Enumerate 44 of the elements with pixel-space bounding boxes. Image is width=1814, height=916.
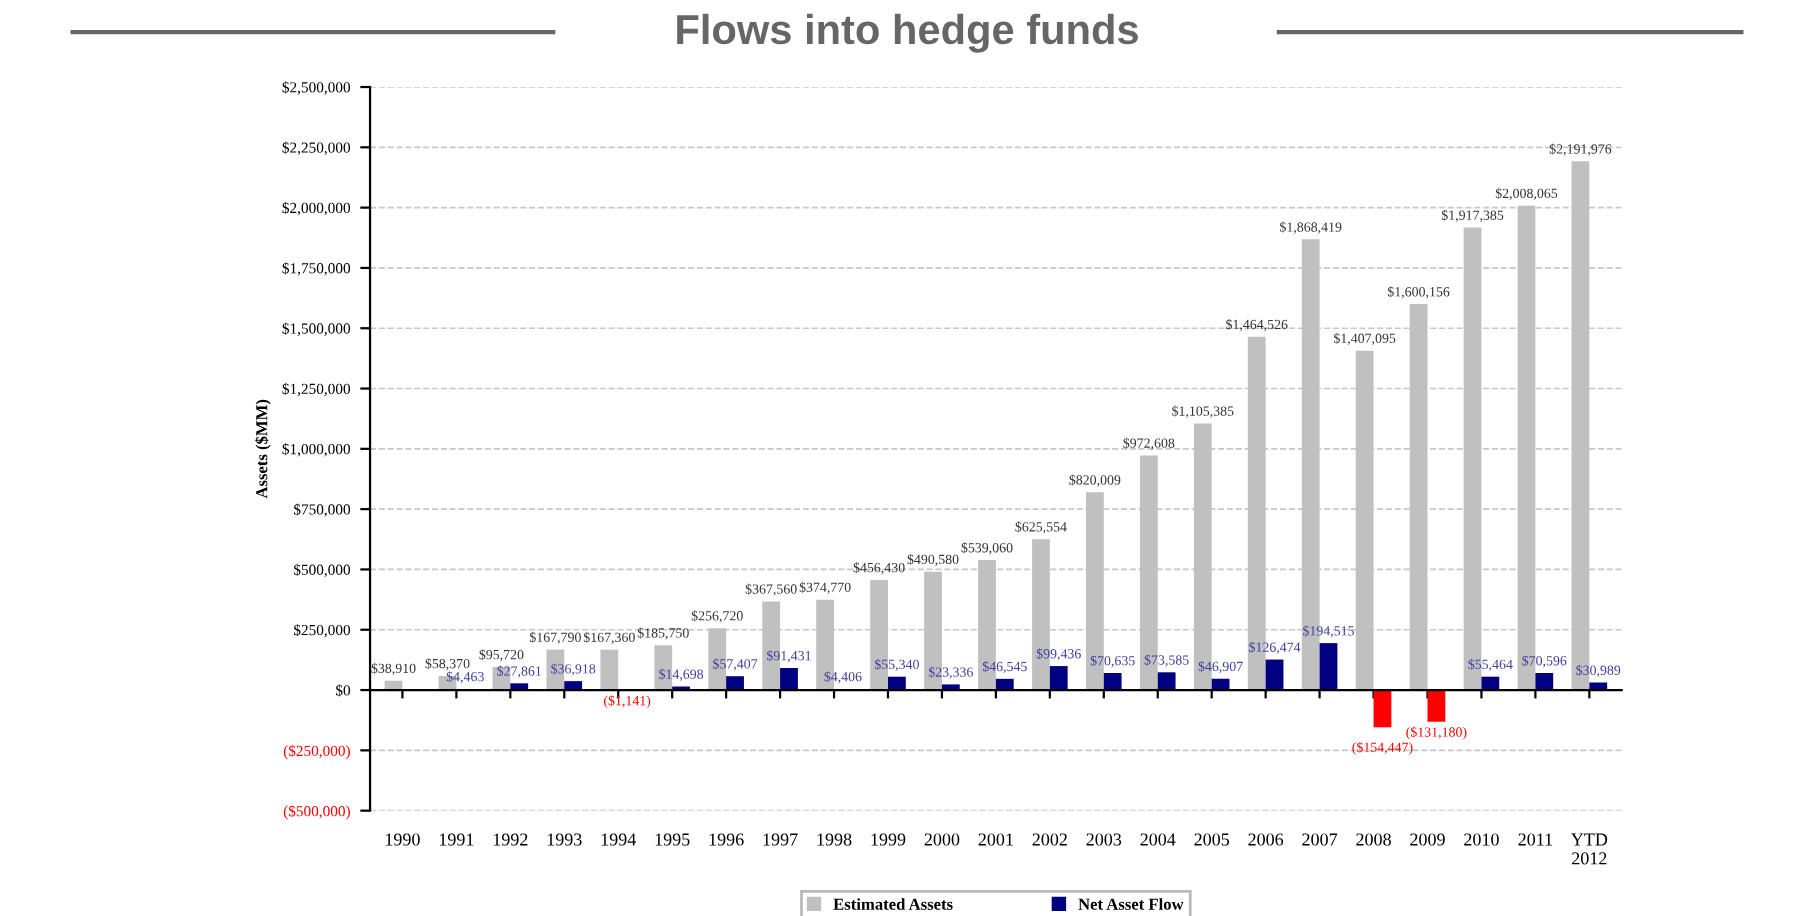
x-tick-label: 2009 [1410, 833, 1445, 846]
bar [887, 676, 906, 691]
x-tick-label: 1999 [871, 833, 906, 846]
legend-label: Estimated Assets [833, 898, 953, 910]
bar [1103, 673, 1122, 691]
x-tick-label: 2006 [1248, 833, 1284, 846]
bar [1535, 673, 1554, 691]
x-tick-label: 1992 [493, 833, 528, 846]
x-tick-label: 2011 [1518, 833, 1553, 846]
x-tick-label: 2003 [1086, 833, 1122, 846]
x-tick-label: 2007 [1302, 833, 1338, 846]
y-axis-title: Assets ($MM) [255, 399, 271, 499]
x-tick-label: 1991 [439, 833, 474, 846]
x-tick-label: 1995 [655, 833, 690, 846]
bar [1319, 643, 1338, 691]
bar [1427, 690, 1446, 722]
x-tick-label: 1994 [601, 833, 636, 846]
chart-title: Flows into hedge funds [677, 13, 1138, 53]
bar [510, 683, 529, 691]
bar [941, 684, 960, 691]
bar [1373, 690, 1392, 728]
x-tick-label: 1998 [817, 833, 852, 846]
bar [1157, 672, 1176, 691]
x-tick-label: 1993 [547, 833, 582, 846]
x-tick-label: 1997 [763, 833, 798, 846]
legend-label: Net Asset Flow [1078, 898, 1184, 910]
bar [1265, 659, 1284, 691]
bar [564, 681, 583, 691]
bar [1049, 666, 1068, 691]
x-tick-label: 1990 [385, 833, 420, 846]
x-tick-label: 2004 [1140, 833, 1176, 846]
x-tick-label: 2002 [1032, 833, 1067, 846]
bar [726, 676, 744, 691]
x-tick-label: YTD 2012 [1571, 833, 1608, 865]
x-tick-label: 2008 [1356, 833, 1391, 846]
bar [600, 649, 619, 691]
bar [1481, 676, 1500, 691]
x-tick-label: 2001 [978, 833, 1013, 846]
x-tick-label: 2010 [1464, 833, 1499, 846]
x-tick-label: 1996 [709, 833, 744, 846]
bar [780, 668, 798, 691]
bar [995, 678, 1014, 691]
x-tick-label: 2005 [1194, 833, 1230, 846]
x-tick-label: 2000 [924, 833, 960, 846]
